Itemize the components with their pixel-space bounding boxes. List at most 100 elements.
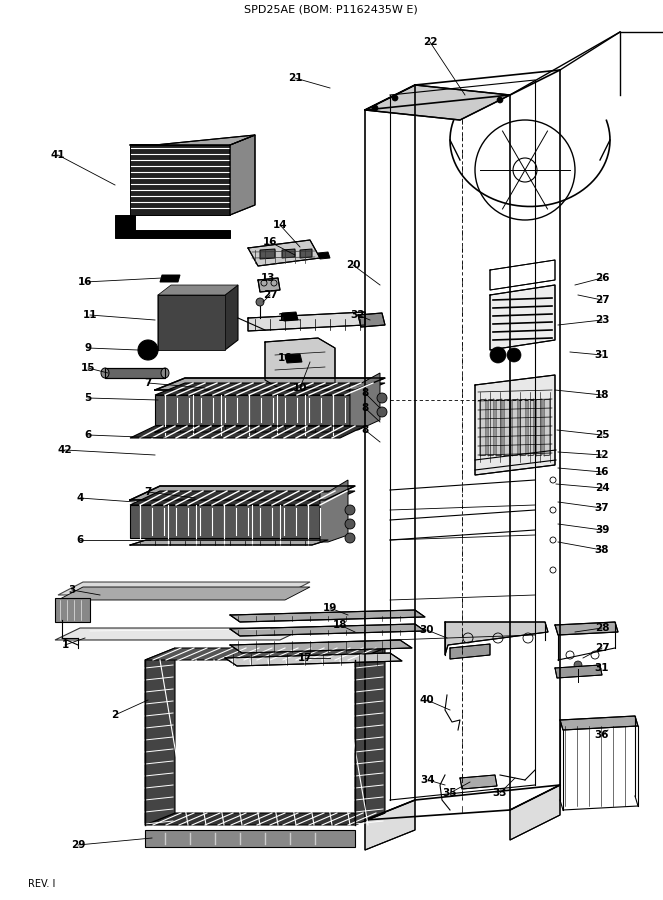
Polygon shape xyxy=(258,278,280,292)
Polygon shape xyxy=(145,813,385,825)
Text: 11: 11 xyxy=(83,310,97,320)
Text: 15: 15 xyxy=(81,363,95,373)
Text: 25: 25 xyxy=(595,430,609,440)
Polygon shape xyxy=(230,135,255,215)
Polygon shape xyxy=(130,135,255,145)
Text: 42: 42 xyxy=(58,445,72,455)
Circle shape xyxy=(574,661,582,669)
Polygon shape xyxy=(55,628,305,640)
Text: 26: 26 xyxy=(595,273,609,283)
Polygon shape xyxy=(230,610,425,622)
Polygon shape xyxy=(544,399,550,456)
Text: 9: 9 xyxy=(84,343,91,353)
Text: 18: 18 xyxy=(333,620,347,630)
Polygon shape xyxy=(450,644,490,659)
Polygon shape xyxy=(58,587,310,600)
Text: 3: 3 xyxy=(68,585,76,595)
Text: 16: 16 xyxy=(595,467,609,477)
Text: 14: 14 xyxy=(272,220,287,230)
Text: 27: 27 xyxy=(263,290,277,300)
Polygon shape xyxy=(160,275,180,282)
Circle shape xyxy=(138,340,158,360)
Polygon shape xyxy=(512,399,518,456)
Text: 27: 27 xyxy=(595,295,609,305)
Circle shape xyxy=(490,347,506,363)
Polygon shape xyxy=(300,249,312,258)
Ellipse shape xyxy=(161,368,169,378)
Text: 16: 16 xyxy=(78,277,92,287)
Polygon shape xyxy=(355,648,385,825)
Polygon shape xyxy=(488,399,494,456)
Polygon shape xyxy=(248,240,320,266)
Polygon shape xyxy=(155,383,385,395)
Text: 13: 13 xyxy=(261,273,275,283)
Text: 40: 40 xyxy=(420,695,434,705)
Text: 10: 10 xyxy=(293,383,307,393)
Polygon shape xyxy=(365,800,415,850)
Polygon shape xyxy=(536,399,542,456)
Polygon shape xyxy=(115,230,230,238)
Polygon shape xyxy=(318,252,330,259)
Text: 5: 5 xyxy=(84,393,91,403)
Polygon shape xyxy=(130,486,355,500)
Text: 12: 12 xyxy=(278,313,292,323)
Polygon shape xyxy=(528,399,534,456)
Polygon shape xyxy=(158,285,238,295)
Polygon shape xyxy=(58,582,310,595)
Polygon shape xyxy=(230,640,412,653)
Text: 8: 8 xyxy=(361,403,369,413)
Text: 23: 23 xyxy=(595,315,609,325)
Polygon shape xyxy=(285,354,302,363)
Text: 27: 27 xyxy=(595,643,609,653)
Polygon shape xyxy=(365,85,510,120)
Text: 32: 32 xyxy=(351,310,365,320)
Circle shape xyxy=(372,105,378,111)
Text: 34: 34 xyxy=(421,775,436,785)
Polygon shape xyxy=(555,665,602,678)
Polygon shape xyxy=(560,716,638,730)
Text: 19: 19 xyxy=(323,603,337,613)
Polygon shape xyxy=(475,375,555,475)
Text: 6: 6 xyxy=(76,535,84,545)
Text: 7: 7 xyxy=(145,487,152,497)
Text: 7: 7 xyxy=(145,378,152,388)
Polygon shape xyxy=(230,624,425,636)
Polygon shape xyxy=(155,426,355,432)
Polygon shape xyxy=(115,215,135,230)
Circle shape xyxy=(497,97,503,103)
Polygon shape xyxy=(225,653,402,666)
Polygon shape xyxy=(55,598,90,622)
Polygon shape xyxy=(130,505,325,538)
Circle shape xyxy=(507,348,521,362)
Polygon shape xyxy=(490,260,555,290)
Text: 4: 4 xyxy=(76,493,84,503)
Polygon shape xyxy=(555,622,618,635)
Text: 30: 30 xyxy=(420,625,434,635)
Circle shape xyxy=(256,298,264,306)
Polygon shape xyxy=(158,285,238,350)
Polygon shape xyxy=(445,622,548,655)
Text: 33: 33 xyxy=(493,788,507,798)
Text: 39: 39 xyxy=(595,525,609,535)
Polygon shape xyxy=(282,249,295,258)
Text: 1: 1 xyxy=(62,640,69,650)
Polygon shape xyxy=(510,785,560,840)
Polygon shape xyxy=(248,312,365,331)
Polygon shape xyxy=(480,399,486,456)
Polygon shape xyxy=(130,426,365,438)
Text: REV. I: REV. I xyxy=(28,879,56,889)
Polygon shape xyxy=(158,295,225,350)
Text: 2: 2 xyxy=(111,710,119,720)
Text: 20: 20 xyxy=(345,260,360,270)
Polygon shape xyxy=(145,830,355,847)
Circle shape xyxy=(377,393,387,403)
Polygon shape xyxy=(145,648,175,825)
Text: 8: 8 xyxy=(361,388,369,398)
Polygon shape xyxy=(145,648,385,660)
Text: 37: 37 xyxy=(595,503,609,513)
Polygon shape xyxy=(130,145,230,215)
Polygon shape xyxy=(282,312,298,321)
Ellipse shape xyxy=(101,368,109,378)
Circle shape xyxy=(392,95,398,101)
Polygon shape xyxy=(320,480,348,542)
